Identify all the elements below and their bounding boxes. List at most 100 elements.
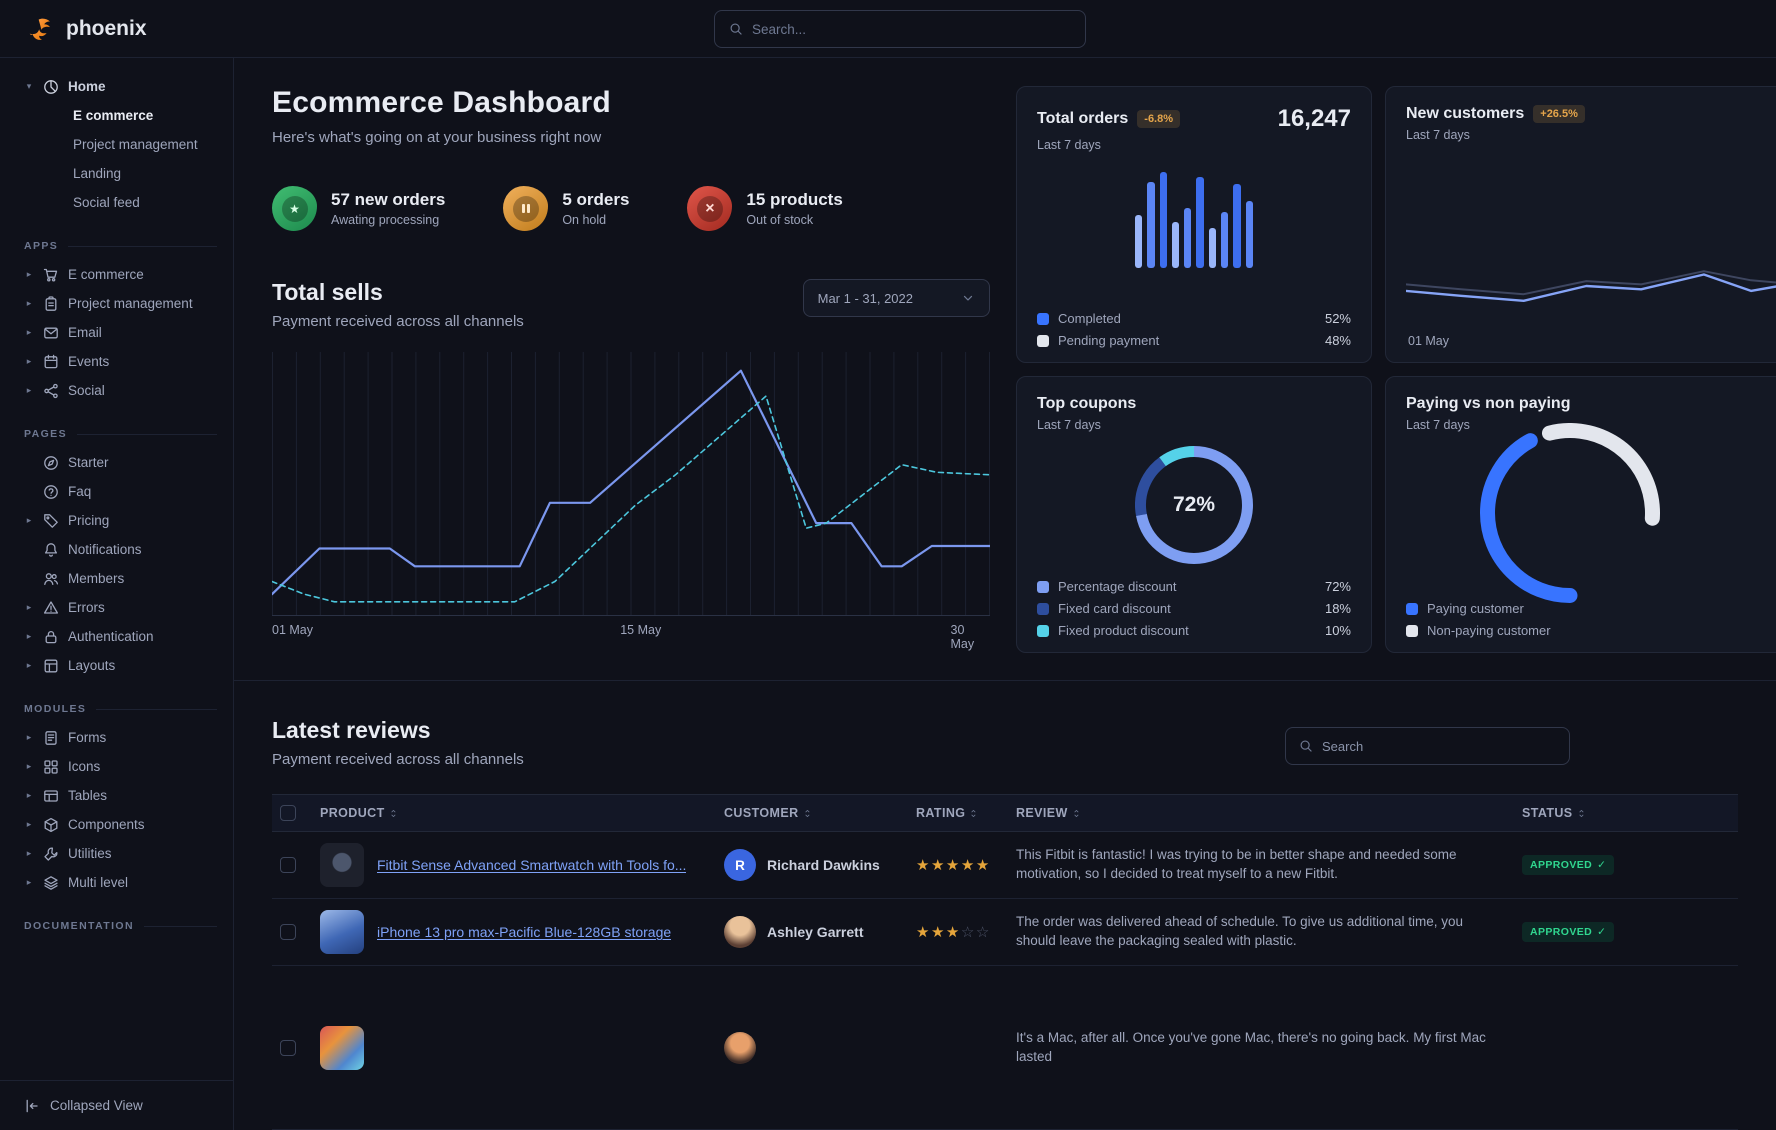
- card-period: Last 7 days: [1037, 138, 1101, 152]
- legend-item: Fixed card discount 18%: [1037, 601, 1351, 616]
- reviews-search-input[interactable]: [1322, 738, 1556, 754]
- components-icon: [44, 817, 58, 832]
- sidebar-item-social[interactable]: ▸ Social: [0, 376, 233, 405]
- reviews-header: Latest reviews Payment received across a…: [272, 717, 1738, 768]
- product-link[interactable]: Fitbit Sense Advanced Smartwatch with To…: [377, 857, 687, 873]
- caret-icon: ▸: [26, 819, 32, 829]
- sidebar-item-errors[interactable]: ▸ Errors: [0, 593, 233, 622]
- sidebar-item-icons[interactable]: ▸ Icons: [0, 752, 233, 781]
- top-coupons-svg: [1135, 446, 1253, 564]
- select-row-checkbox[interactable]: [280, 924, 296, 940]
- legend-item: Pending payment 48%: [1037, 333, 1351, 348]
- sidebar-item-forms[interactable]: ▸ Forms: [0, 723, 233, 752]
- reviews-title: Latest reviews: [272, 717, 431, 743]
- calendar-icon: [44, 354, 58, 368]
- sidebar-item-starter[interactable]: ▸Starter: [0, 448, 233, 477]
- sidebar-item-members[interactable]: ▸Members: [0, 564, 233, 593]
- brand-name: phoenix: [66, 16, 147, 40]
- stat-item: × 15 products Out of stock: [687, 186, 843, 231]
- pie-chart-icon: [44, 79, 58, 94]
- card-title: Total orders: [1037, 110, 1129, 127]
- sort-icon: [804, 809, 809, 817]
- select-all-checkbox[interactable]: [280, 805, 296, 821]
- bar: [1159, 172, 1167, 268]
- help-icon: [44, 484, 58, 499]
- sidebar-item-email[interactable]: ▸ Email: [0, 318, 233, 347]
- legend-label: Paying customer: [1427, 601, 1524, 616]
- sidebar-item-authentication[interactable]: ▸ Authentication: [0, 622, 233, 651]
- sidebar: ▾ Home E commerce Project management Landing…: [0, 58, 234, 1130]
- top-coupons-donut-chart: 72%: [1135, 446, 1253, 564]
- sidebar-item-e-commerce[interactable]: ▸ E commerce: [0, 260, 233, 289]
- x-axis-tick: 01 May: [272, 623, 313, 637]
- search-icon: [730, 23, 742, 35]
- caret-icon: ▸: [26, 356, 32, 366]
- column-header-product[interactable]: PRODUCT: [312, 794, 716, 832]
- legend-value: 72%: [1324, 579, 1351, 594]
- avatar: [724, 1031, 756, 1064]
- legend-swatch: [1406, 624, 1418, 637]
- users-icon: [44, 572, 59, 585]
- sidebar-item-tables[interactable]: ▸ Tables: [0, 781, 233, 810]
- sidebar-section-label: APPS: [24, 240, 233, 252]
- sidebar-item-project-management[interactable]: ▸ Project management: [0, 289, 233, 318]
- product-link[interactable]: iPhone 13 pro max-Pacific Blue-128GB sto…: [377, 924, 672, 940]
- navbar-search[interactable]: [714, 10, 1086, 48]
- paying-donut-chart: [1480, 422, 1660, 603]
- bell-icon: [44, 542, 58, 557]
- caret-icon: ▸: [26, 660, 32, 670]
- sidebar-item-landing[interactable]: Landing: [73, 166, 122, 181]
- new-customers-svg: [1404, 270, 1776, 303]
- bar: [1221, 212, 1229, 268]
- bar: [1208, 227, 1217, 268]
- column-header-customer[interactable]: CUSTOMER: [716, 794, 908, 832]
- caret-icon: ▸: [26, 877, 32, 887]
- wrench-icon: [44, 847, 58, 861]
- sidebar-item-layouts[interactable]: ▸ Layouts: [0, 651, 233, 680]
- sidebar-item-events[interactable]: ▸ Events: [0, 347, 233, 376]
- brand[interactable]: phoenix: [26, 14, 147, 44]
- table-row: iPhone 13 pro max-Pacific Blue-128GB sto…: [272, 898, 1738, 966]
- sidebar-item-e-commerce[interactable]: E commerce: [73, 108, 154, 123]
- column-header-review[interactable]: REVIEW: [1008, 794, 1514, 832]
- table-icon: [44, 789, 58, 802]
- total-sells-x-axis: 01 May 15 May 30 May: [272, 623, 990, 651]
- column-header-rating[interactable]: RATING: [908, 794, 1008, 832]
- sidebar-item-social-feed[interactable]: Social feed: [73, 195, 140, 210]
- tag-icon: [44, 513, 58, 528]
- select-row-checkbox[interactable]: [280, 857, 296, 873]
- main-content: Ecommerce Dashboard Here's what's going …: [234, 58, 1776, 1130]
- rating-stars: ★★★☆☆: [916, 923, 991, 941]
- top-navbar: phoenix: [0, 0, 1776, 58]
- sidebar-item-notifications[interactable]: ▸Notifications: [0, 535, 233, 564]
- reviews-search[interactable]: [1285, 727, 1570, 765]
- collapse-icon: [26, 1099, 38, 1112]
- caret-icon: ▸: [26, 269, 32, 279]
- alert-icon: [43, 600, 59, 614]
- stat-caption: Awating processing: [331, 213, 440, 227]
- paying-legend: Paying customer Non-paying customer: [1406, 594, 1776, 638]
- total-orders-bar-chart: [1135, 172, 1253, 268]
- collapsed-view-toggle[interactable]: Collapsed View: [0, 1080, 233, 1130]
- caret-icon: ▸: [26, 631, 32, 641]
- sidebar-item-pricing[interactable]: ▸ Pricing: [0, 506, 233, 535]
- bar: [1184, 208, 1192, 268]
- sidebar-item-faq[interactable]: ▸Faq: [0, 477, 233, 506]
- sidebar-item-home[interactable]: ▾ Home: [0, 72, 233, 101]
- x-icon: ×: [705, 199, 715, 217]
- new-customers-card: New customers +26.5% Last 7 days 01 May: [1385, 86, 1776, 363]
- navbar-search-input[interactable]: [752, 21, 1071, 37]
- date-range-select[interactable]: Mar 1 - 31, 2022: [802, 279, 990, 317]
- card-title: Top coupons: [1037, 395, 1137, 412]
- select-row-checkbox[interactable]: [280, 1039, 296, 1056]
- sidebar-item-project-management[interactable]: Project management: [73, 137, 198, 152]
- stat-value: 57 new orders: [331, 190, 446, 209]
- sidebar-item-components[interactable]: ▸ Components: [0, 810, 233, 839]
- card-period: Last 7 days: [1406, 418, 1470, 432]
- sidebar-item-utilities[interactable]: ▸ Utilities: [0, 839, 233, 868]
- legend-value: 52%: [1324, 311, 1351, 326]
- column-header-status[interactable]: STATUS: [1514, 794, 1738, 832]
- pause-icon: [521, 204, 530, 213]
- sidebar-item-multi-level[interactable]: ▸ Multi level: [0, 868, 233, 897]
- table-body: Fitbit Sense Advanced Smartwatch with To…: [272, 831, 1738, 1130]
